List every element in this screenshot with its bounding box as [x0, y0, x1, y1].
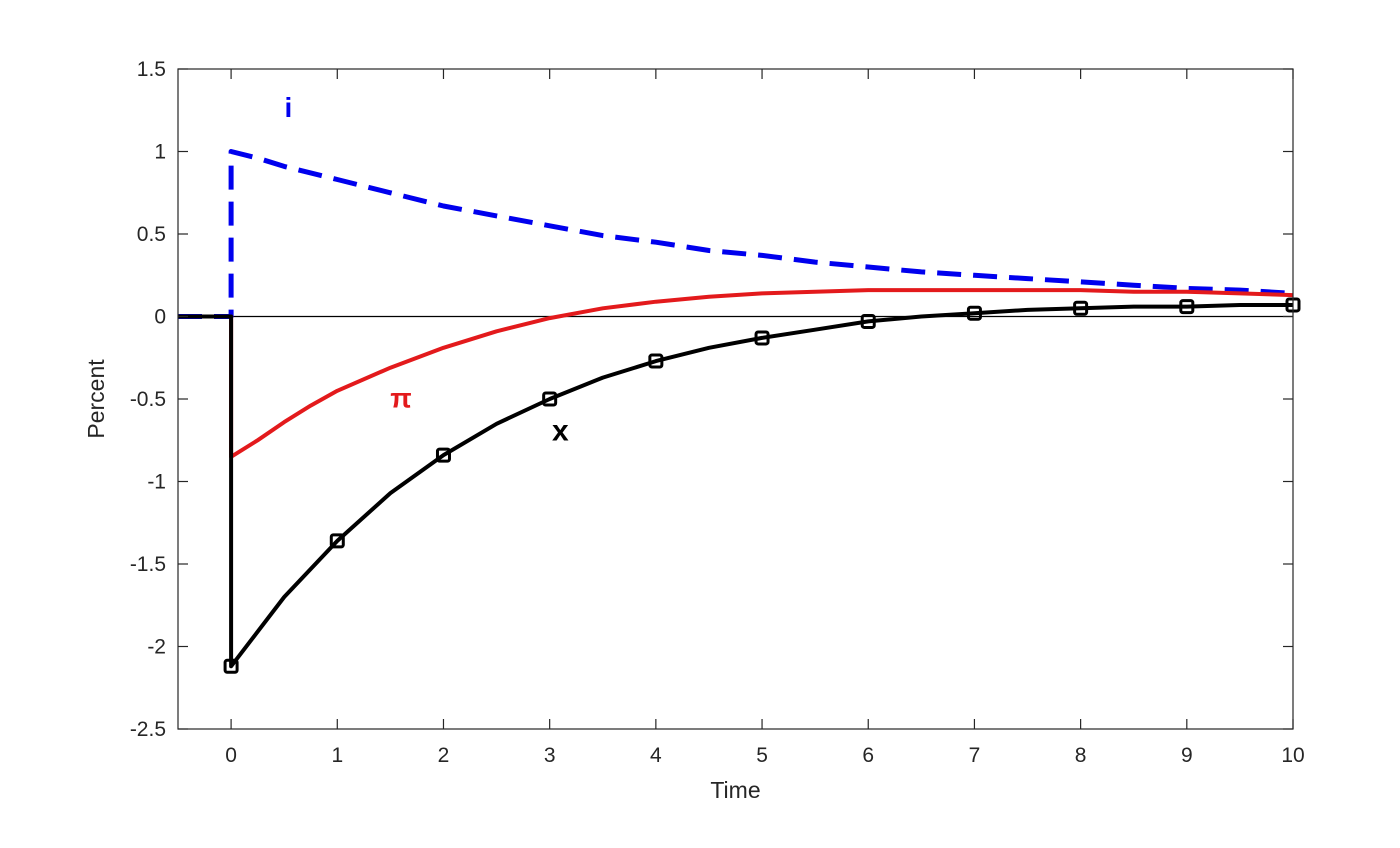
data-point-x [329, 533, 345, 549]
axes-layer: 0 1 2 3 4 5 6 7 8 9 10 1.5 1 0.5 0 -0.5 -1 -1.5 -2 -2.5 [130, 58, 1305, 767]
y-tick-label: -2.5 [130, 718, 166, 741]
y-tick-label: 1.5 [137, 58, 166, 81]
y-tick-label: -1.5 [130, 553, 166, 576]
data-point-x [1179, 299, 1195, 315]
series-line-i [178, 149, 1294, 319]
data-point-x [648, 353, 664, 369]
y-tick-label: -0.5 [130, 388, 166, 411]
data-point-x [1073, 300, 1089, 316]
data-point-x [435, 447, 451, 463]
x-tick-label: 6 [862, 744, 874, 767]
x-tick-label: 0 [225, 744, 237, 767]
data-point-x [860, 313, 876, 329]
series-label-pi: π [390, 382, 411, 413]
annotation-layer: i π x [285, 92, 569, 447]
series-layer [178, 149, 1301, 674]
series-label-i: i [285, 92, 293, 123]
x-tick-label: 7 [969, 744, 981, 767]
series-line-x [178, 303, 1293, 669]
plot-frame [177, 68, 1294, 730]
y-tick-label: -1 [147, 471, 166, 494]
y-tick-label: -2 [147, 636, 166, 659]
x-tick-label: 1 [331, 744, 343, 767]
x-tick-label: 8 [1075, 744, 1087, 767]
data-point-x [542, 391, 558, 407]
x-axis-label: Time [710, 777, 760, 803]
series-line-pi [178, 288, 1294, 459]
data-point-x [966, 305, 982, 321]
data-point-x [754, 330, 770, 346]
y-tick-label: 1 [154, 141, 166, 164]
data-point-x [223, 658, 239, 674]
x-tick-label: 5 [756, 744, 768, 767]
x-tick-label: 3 [544, 744, 556, 767]
y-axis-label: Percent [83, 359, 109, 439]
x-tick-label: 4 [650, 744, 662, 767]
y-tick-label: 0 [154, 306, 166, 329]
y-tick-label: 0.5 [137, 223, 166, 246]
x-tick-label: 2 [438, 744, 450, 767]
x-tick-label: 9 [1181, 744, 1193, 767]
x-tick-label: 10 [1281, 744, 1304, 767]
series-label-x: x [552, 414, 569, 447]
